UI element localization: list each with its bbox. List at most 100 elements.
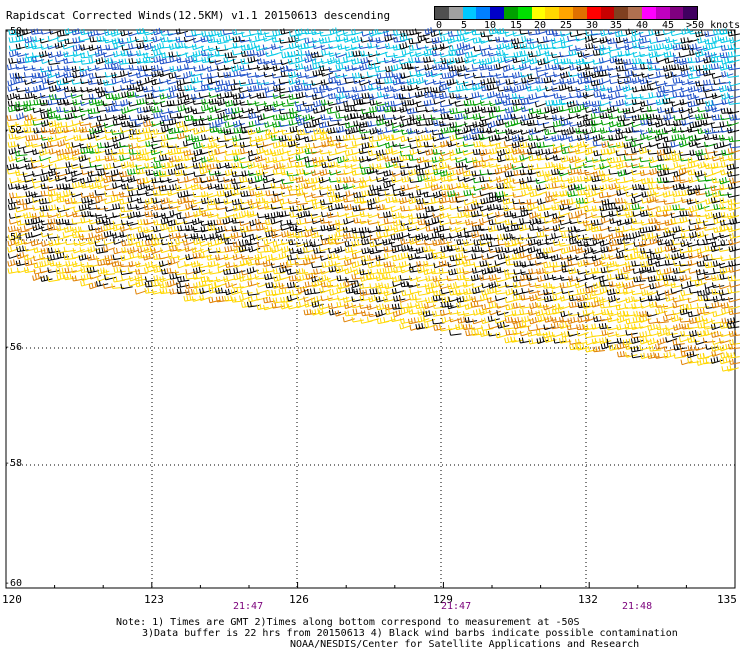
barb-shaft xyxy=(112,80,124,85)
barb-feather xyxy=(40,121,43,127)
barb-feather xyxy=(610,93,613,100)
barb-shaft xyxy=(185,45,197,49)
barb-shaft xyxy=(377,87,389,91)
barb-feather xyxy=(569,78,572,84)
barb-feather xyxy=(620,115,623,121)
barb-feather xyxy=(646,114,649,120)
barb-feather xyxy=(523,50,526,56)
barb-feather xyxy=(369,100,372,106)
barb-feather xyxy=(39,52,42,58)
barb-feather xyxy=(7,80,10,86)
barb-feather xyxy=(208,107,211,113)
barb-feather xyxy=(327,93,330,99)
barb-feather xyxy=(11,36,14,43)
barb-feather xyxy=(443,35,446,41)
barb-shaft xyxy=(282,104,294,107)
barb-shaft xyxy=(256,47,268,52)
barb-feather xyxy=(472,72,475,78)
barb-feather xyxy=(420,35,423,41)
barb-feather xyxy=(529,64,532,71)
barb-feather xyxy=(524,63,527,69)
wind-barb xyxy=(286,99,300,105)
barb-feather xyxy=(179,56,182,63)
barb-feather xyxy=(706,57,709,63)
barb-feather xyxy=(126,51,129,57)
barb-shaft xyxy=(570,66,582,71)
barb-feather xyxy=(223,72,226,78)
barb-shaft xyxy=(296,82,308,86)
barb-feather xyxy=(88,99,91,106)
barb-feather xyxy=(177,99,180,105)
barb-feather xyxy=(304,57,307,63)
barb-shaft xyxy=(490,31,502,35)
wind-barb xyxy=(582,91,595,99)
barb-feather xyxy=(634,114,637,121)
barb-feather xyxy=(293,71,296,77)
barb-feather xyxy=(444,58,447,64)
barb-feather xyxy=(374,106,377,112)
wind-barb xyxy=(368,93,381,101)
barb-feather xyxy=(701,98,704,104)
barb-shaft xyxy=(57,87,68,93)
wind-barb xyxy=(56,30,70,37)
barb-feather xyxy=(49,71,52,77)
barb-feather xyxy=(11,29,14,35)
barb-shaft xyxy=(194,38,205,44)
barb-feather xyxy=(458,93,461,99)
barb-feather xyxy=(385,43,388,49)
barb-feather xyxy=(364,92,367,99)
barb-shaft xyxy=(616,45,628,49)
barb-feather xyxy=(232,49,235,56)
barb-feather xyxy=(655,80,658,86)
barb-shaft xyxy=(81,31,93,36)
barb-feather xyxy=(237,106,240,113)
wind-barb xyxy=(504,31,517,37)
wind-barb xyxy=(464,29,477,35)
barb-feather xyxy=(669,113,672,119)
barb-feather xyxy=(483,79,486,85)
wind-barb xyxy=(519,43,533,50)
barb-feather xyxy=(301,91,304,97)
barb-feather xyxy=(434,37,437,43)
barb-shaft xyxy=(624,40,636,44)
barb-feather xyxy=(24,43,27,49)
barb-feather xyxy=(104,30,107,36)
barb-feather xyxy=(681,29,684,35)
barb-feather xyxy=(232,94,235,100)
barb-feather xyxy=(520,106,523,112)
barb-shaft xyxy=(137,45,149,50)
barb-feather xyxy=(360,73,363,79)
barb-feather xyxy=(519,28,522,35)
barb-shaft xyxy=(730,39,740,44)
barb-feather xyxy=(47,113,50,119)
barb-feather xyxy=(375,43,378,49)
barb-feather xyxy=(356,36,359,42)
barb-feather xyxy=(311,29,314,35)
barb-feather xyxy=(210,114,213,120)
wind-barb xyxy=(207,45,221,52)
barb-feather xyxy=(236,70,239,76)
barb-feather xyxy=(513,113,516,119)
barb-feather xyxy=(156,64,159,71)
barb-feather xyxy=(192,37,195,43)
barb-feather xyxy=(700,86,703,92)
barb-feather xyxy=(153,50,156,56)
wind-barb xyxy=(488,44,502,51)
barb-feather xyxy=(251,107,254,114)
barb-feather xyxy=(356,99,359,105)
barb-feather xyxy=(316,100,318,107)
barb-feather xyxy=(544,114,546,120)
barb-feather xyxy=(719,52,722,58)
wind-barb xyxy=(432,44,445,51)
barb-feather xyxy=(355,86,358,92)
barb-feather xyxy=(427,64,430,70)
barb-shaft xyxy=(328,123,340,127)
barb-feather xyxy=(219,93,222,99)
barb-feather xyxy=(495,63,498,70)
barb-feather xyxy=(304,28,307,35)
barb-feather xyxy=(393,73,396,79)
barb-feather xyxy=(667,107,670,114)
barb-feather xyxy=(479,38,482,44)
barb-feather xyxy=(670,107,673,113)
barb-feather xyxy=(389,105,392,112)
